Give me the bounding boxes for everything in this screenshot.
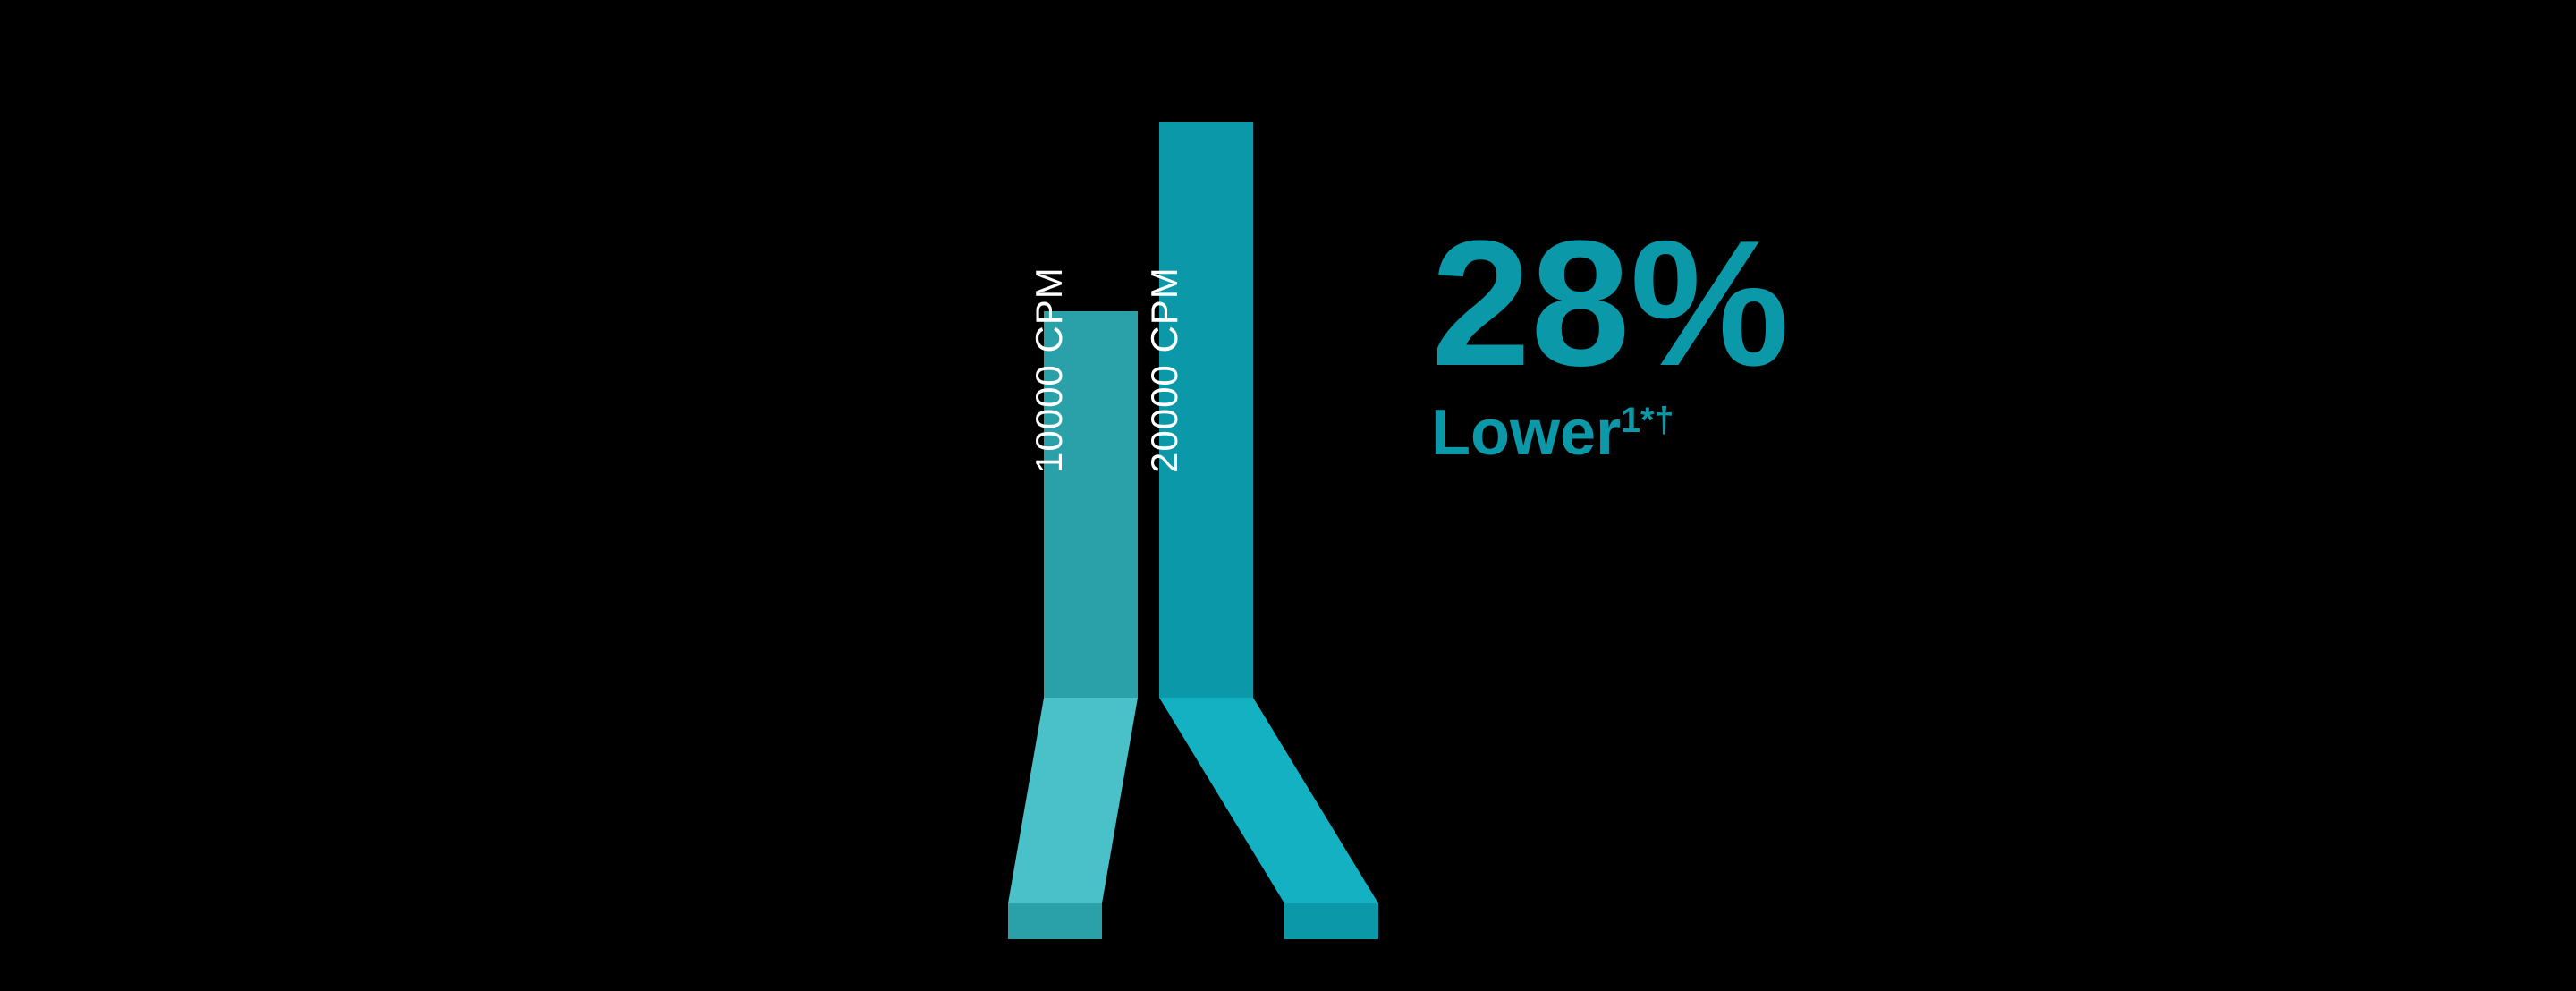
percent-sub-sup: 1*† <box>1621 401 1674 440</box>
percent-callout: 28% Lower1*† <box>1431 215 1789 465</box>
bar-20000-label: 20000 CPM <box>1143 267 1186 473</box>
bar-10000-label: 10000 CPM <box>1028 267 1071 473</box>
bar-10000-base-side <box>1008 698 1138 939</box>
bar-20000-base-side <box>1159 698 1378 939</box>
percent-sub: Lower1*† <box>1431 401 1789 465</box>
percent-sub-text: Lower <box>1431 397 1621 469</box>
percent-value: 28% <box>1431 215 1789 394</box>
chart-stage: 10000 CPM 20000 CPM 28% Lower1*† <box>0 0 2576 991</box>
